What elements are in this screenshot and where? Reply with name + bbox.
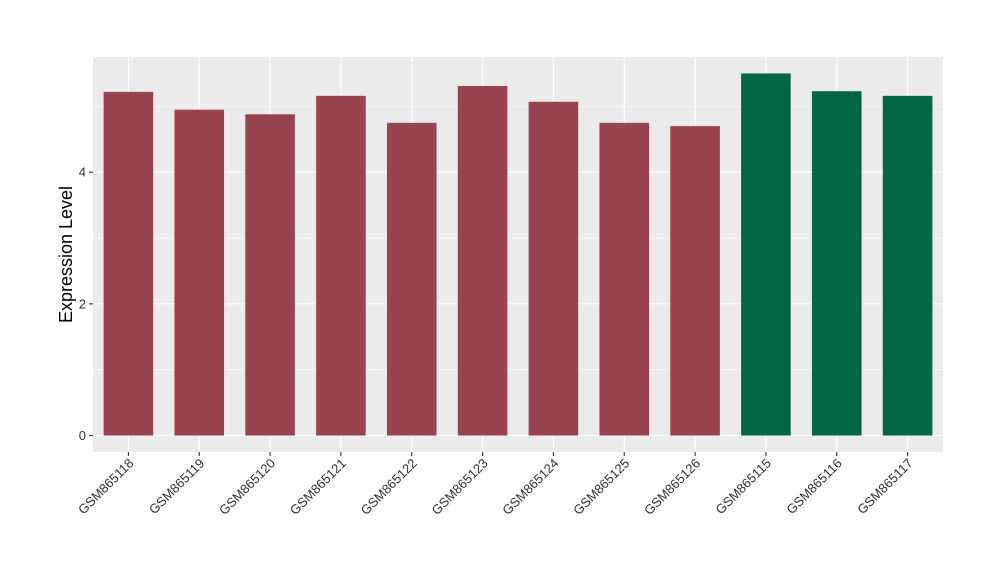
- minor-gridlines: [93, 106, 943, 370]
- x-tick-label: GSM865117: [854, 456, 916, 518]
- y-axis-title: Expression Level: [56, 186, 76, 323]
- bar-gsm865122: [386, 122, 437, 436]
- x-tick-label: GSM865126: [641, 456, 703, 518]
- bar-gsm865123: [457, 85, 508, 436]
- x-tick-label: GSM865121: [287, 456, 349, 518]
- bar-gsm865120: [245, 114, 295, 436]
- bar-gsm865126: [670, 126, 720, 436]
- x-tick-label: GSM865123: [428, 456, 490, 518]
- y-tick-label: 2: [79, 296, 86, 311]
- bar-gsm865118: [103, 91, 154, 436]
- x-tick-label: GSM865125: [570, 456, 632, 518]
- y-tick-label: 4: [79, 165, 86, 180]
- bar-gsm865121: [316, 95, 366, 436]
- plot-panel: [93, 57, 943, 452]
- bar-gsm865124: [528, 101, 579, 436]
- bar-gsm865125: [599, 122, 650, 436]
- y-axis: 0 2 4: [79, 165, 93, 443]
- x-tick-label: GSM865120: [216, 456, 278, 518]
- x-tick-label: GSM865122: [358, 456, 420, 518]
- x-tick-label: GSM865119: [146, 456, 208, 518]
- x-axis: GSM865118 GSM865119 GSM865120 GSM865121 GSM8…: [75, 452, 916, 518]
- x-tick-label: GSM865124: [499, 456, 561, 518]
- x-tick-label: GSM865116: [783, 456, 845, 518]
- bars: [103, 73, 933, 436]
- bar-gsm865116: [811, 91, 862, 436]
- bar-gsm865115: [741, 73, 791, 436]
- x-tick-label: GSM865115: [712, 456, 774, 518]
- y-tick-label: 0: [79, 428, 86, 443]
- bar-gsm865119: [174, 109, 225, 436]
- bar-gsm865117: [882, 95, 933, 436]
- x-tick-label: GSM865118: [75, 456, 137, 518]
